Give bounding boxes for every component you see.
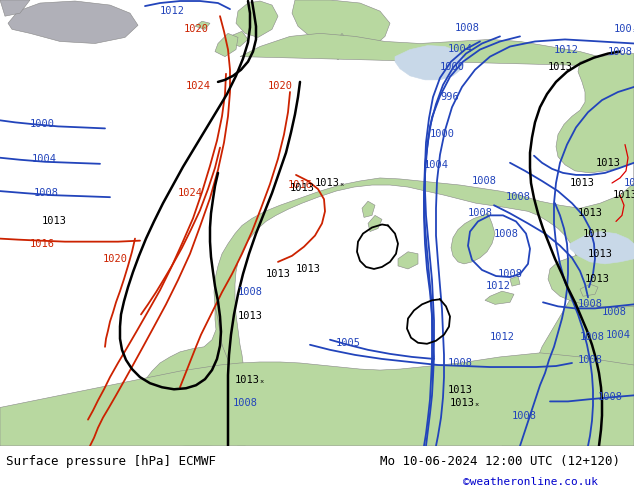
Text: 1012: 1012 xyxy=(553,45,578,54)
Text: 1013: 1013 xyxy=(569,178,595,188)
Text: 1013: 1013 xyxy=(583,228,607,239)
Text: 1008: 1008 xyxy=(467,208,493,219)
Text: 1008: 1008 xyxy=(233,398,257,409)
Text: 1004: 1004 xyxy=(448,44,472,53)
Text: 1013ₓ: 1013ₓ xyxy=(314,178,346,188)
Polygon shape xyxy=(580,284,598,296)
Text: 1013: 1013 xyxy=(612,190,634,200)
Text: 1008: 1008 xyxy=(448,358,472,368)
Text: 1004: 1004 xyxy=(424,160,448,170)
Text: ©weatheronline.co.uk: ©weatheronline.co.uk xyxy=(463,477,598,487)
Text: 1008: 1008 xyxy=(505,192,531,202)
Polygon shape xyxy=(236,1,278,37)
Polygon shape xyxy=(368,216,382,232)
Text: 1008: 1008 xyxy=(498,269,522,279)
Text: 1008: 1008 xyxy=(578,299,602,309)
Text: 1008: 1008 xyxy=(578,355,602,365)
Text: 1013: 1013 xyxy=(595,158,621,168)
Polygon shape xyxy=(8,1,138,44)
Text: 1016: 1016 xyxy=(30,239,55,249)
Text: 1008: 1008 xyxy=(238,287,262,297)
Text: 1008: 1008 xyxy=(579,332,604,342)
Text: Surface pressure [hPa] ECMWF: Surface pressure [hPa] ECMWF xyxy=(6,455,216,468)
Text: 1020: 1020 xyxy=(103,254,127,264)
Text: 1008: 1008 xyxy=(607,47,633,56)
Polygon shape xyxy=(215,33,238,57)
Text: 1012: 1012 xyxy=(489,332,515,342)
Polygon shape xyxy=(570,232,634,264)
Text: 1008: 1008 xyxy=(602,307,626,318)
Text: 1008: 1008 xyxy=(493,228,519,239)
Text: 1008: 1008 xyxy=(34,188,58,198)
Text: 1013: 1013 xyxy=(623,178,634,188)
Text: Mo 10-06-2024 12:00 UTC (12+120): Mo 10-06-2024 12:00 UTC (12+120) xyxy=(380,455,621,468)
Polygon shape xyxy=(485,291,514,304)
Polygon shape xyxy=(510,276,520,286)
Polygon shape xyxy=(548,249,634,307)
Text: 1024: 1024 xyxy=(178,188,202,198)
Polygon shape xyxy=(0,0,30,16)
Polygon shape xyxy=(330,33,348,60)
Polygon shape xyxy=(395,46,465,80)
Text: 1004: 1004 xyxy=(32,154,56,164)
Polygon shape xyxy=(138,306,246,446)
Text: 1013: 1013 xyxy=(588,249,612,259)
Text: 1024: 1024 xyxy=(186,81,210,91)
Text: 1012: 1012 xyxy=(486,281,510,291)
Text: 1013ₓ: 1013ₓ xyxy=(235,375,266,385)
Text: 100ₓ: 100ₓ xyxy=(614,24,634,34)
Polygon shape xyxy=(214,33,634,446)
Text: 1013: 1013 xyxy=(578,208,602,219)
Text: 1020: 1020 xyxy=(268,81,292,91)
Polygon shape xyxy=(0,353,634,446)
Polygon shape xyxy=(556,53,634,173)
Text: 1013ₓ: 1013ₓ xyxy=(450,398,481,409)
Text: 1000: 1000 xyxy=(429,129,455,140)
Text: 1013: 1013 xyxy=(585,274,609,284)
Text: 1008: 1008 xyxy=(512,411,536,420)
Text: 1012: 1012 xyxy=(160,6,184,16)
Text: 1016: 1016 xyxy=(287,180,313,190)
Text: 1005: 1005 xyxy=(335,338,361,348)
Text: 1013: 1013 xyxy=(295,264,321,274)
Text: 1020: 1020 xyxy=(183,24,209,34)
Text: 1013: 1013 xyxy=(548,62,573,72)
Polygon shape xyxy=(362,201,375,218)
Text: 1008: 1008 xyxy=(455,24,479,33)
Polygon shape xyxy=(398,252,418,269)
Text: 996: 996 xyxy=(441,92,460,102)
Polygon shape xyxy=(230,31,248,47)
Text: 1013: 1013 xyxy=(238,312,262,321)
Text: 1013: 1013 xyxy=(266,269,290,279)
Text: 1004: 1004 xyxy=(605,330,630,340)
Text: 1008: 1008 xyxy=(472,176,496,186)
Text: 1013: 1013 xyxy=(290,183,314,193)
Text: 1000: 1000 xyxy=(30,120,55,129)
Text: 1000: 1000 xyxy=(439,62,465,72)
Text: 1008: 1008 xyxy=(597,392,623,402)
Polygon shape xyxy=(451,213,495,264)
Text: 1013: 1013 xyxy=(448,385,472,395)
Polygon shape xyxy=(195,21,210,29)
Polygon shape xyxy=(292,0,390,57)
Text: 1013: 1013 xyxy=(41,217,67,226)
